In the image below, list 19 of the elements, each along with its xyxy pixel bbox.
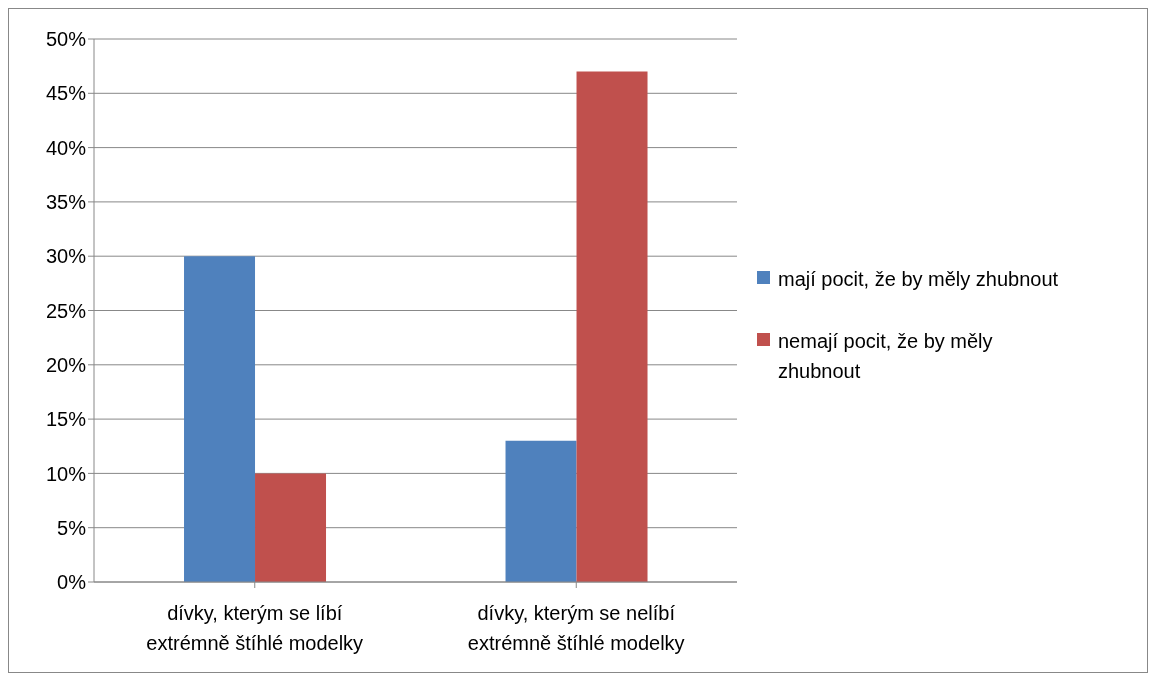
bar <box>505 440 577 582</box>
legend-label: mají pocit, že by měly zhubnout <box>778 266 1060 292</box>
y-tick-label: 30% <box>45 245 87 268</box>
y-tick-label: 0% <box>57 571 87 594</box>
bar <box>184 256 256 582</box>
y-tick-label: 25% <box>45 299 87 322</box>
y-tick-label: 15% <box>45 408 87 431</box>
bar <box>576 71 648 582</box>
bar <box>255 473 327 582</box>
y-tick-label: 35% <box>45 191 87 213</box>
x-tick-label: dívky, kterým se líbí extrémně štíhlé modelky <box>146 602 364 654</box>
legend-label: nemají pocit, že by měly zhubnout <box>778 328 994 384</box>
y-tick-label: 40% <box>45 136 87 159</box>
y-tick-label: 10% <box>45 462 87 485</box>
y-tick-label: 45% <box>45 82 87 105</box>
x-tick-label: dívky, kterým se nelíbí extrémně štíhlé modelky <box>467 602 685 654</box>
y-tick-label: 20% <box>45 353 87 376</box>
y-tick-label: 5% <box>57 516 87 539</box>
y-tick-label: 50% <box>45 28 87 51</box>
